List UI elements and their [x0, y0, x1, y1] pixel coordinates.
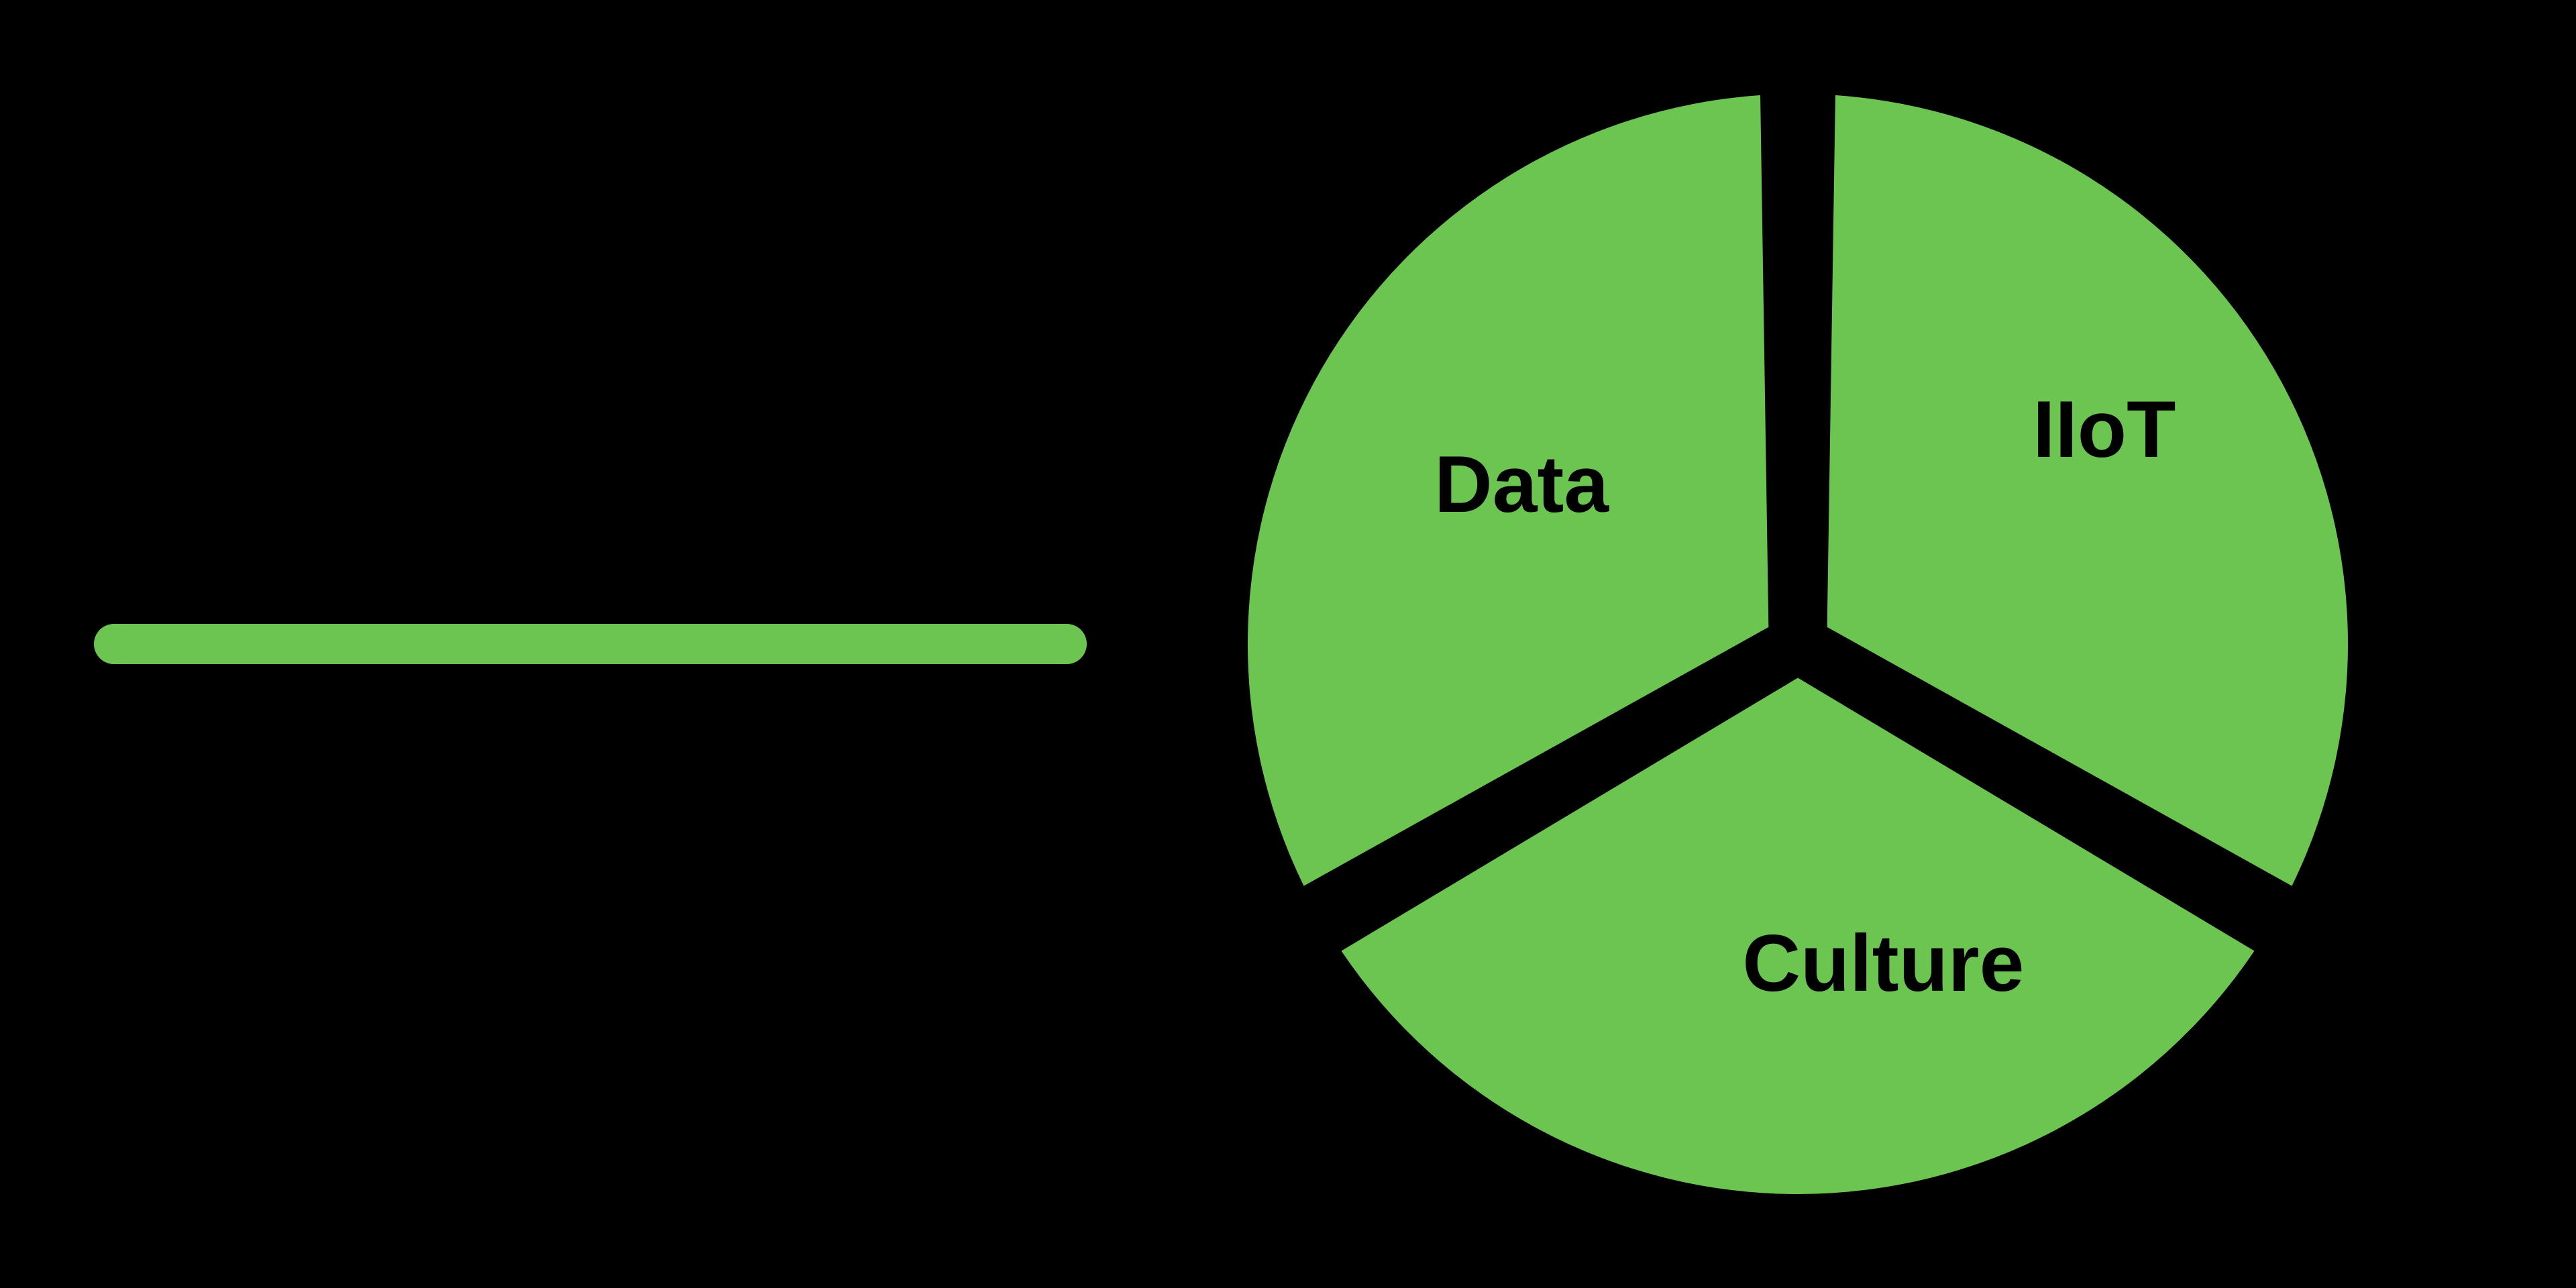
pie-chart-svg	[1248, 94, 2348, 1194]
pie-slice-label-data: Data	[1434, 438, 1609, 531]
left-underline-group	[67, 624, 1114, 664]
pie-slice-label-iiot: IIoT	[2033, 383, 2176, 476]
pie-slice-label-culture: Culture	[1742, 916, 2024, 1009]
pie-chart: Data IIoT Culture	[1248, 94, 2348, 1194]
infographic-canvas: Data IIoT Culture	[0, 0, 2576, 1288]
accent-underline	[94, 624, 1087, 664]
